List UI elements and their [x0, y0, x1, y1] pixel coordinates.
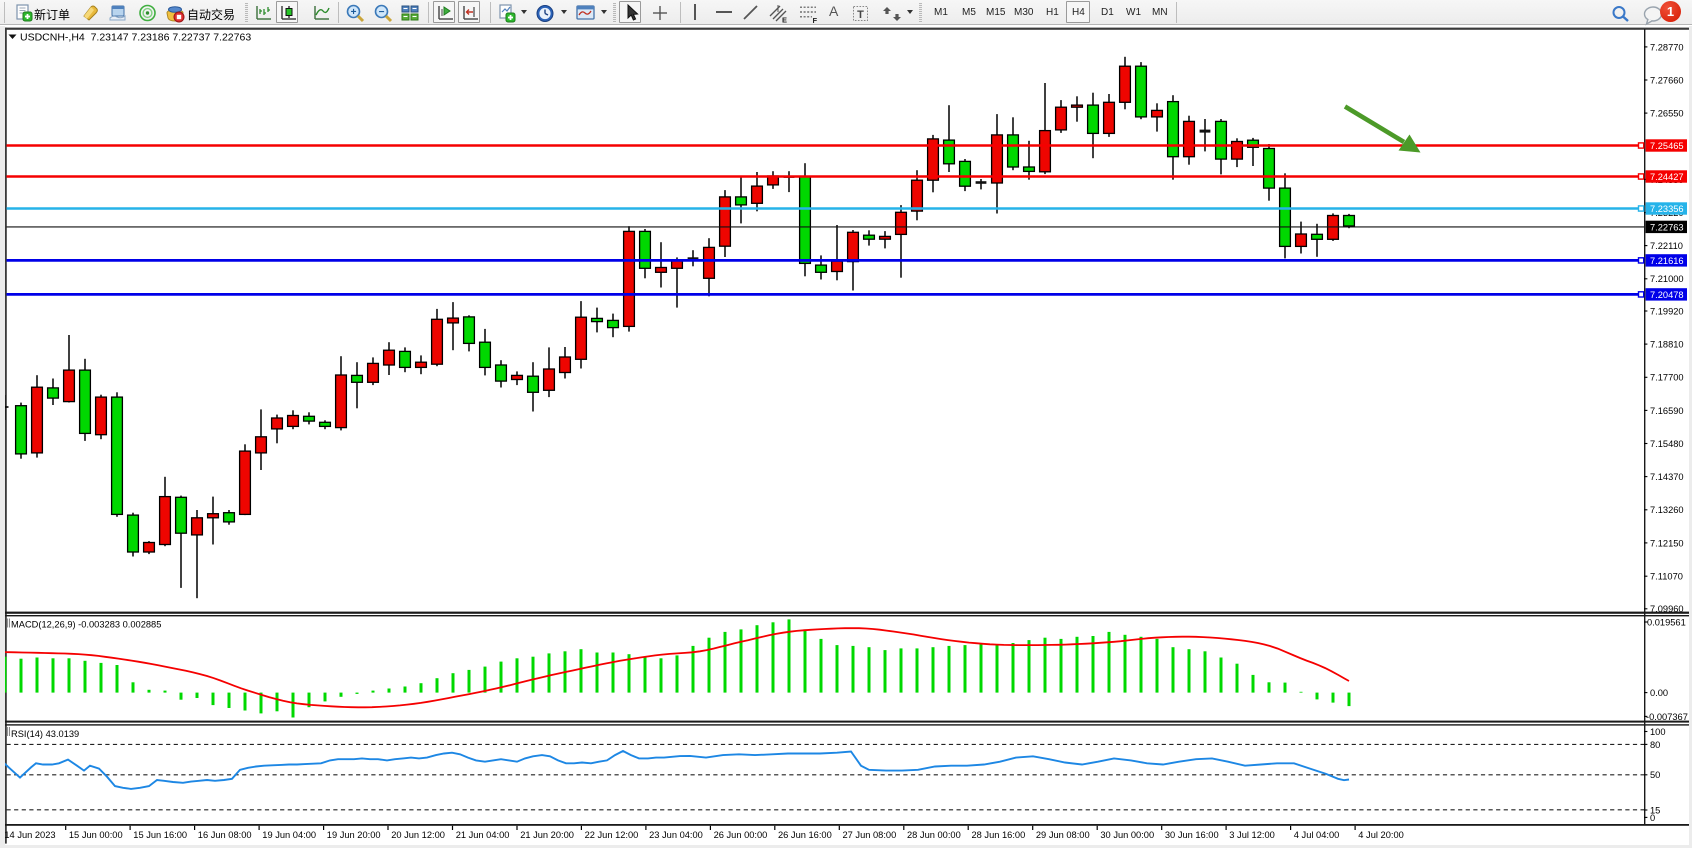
- svg-text:USDCNH-,H4 7.23147 7.23186 7.: USDCNH-,H4 7.23147 7.23186 7.22737 7.227…: [20, 31, 251, 43]
- svg-text:7.18810: 7.18810: [1650, 340, 1684, 350]
- svg-text:0.019561: 0.019561: [1647, 617, 1686, 627]
- svg-text:50: 50: [1650, 770, 1660, 780]
- svg-text:100: 100: [1650, 727, 1666, 737]
- svg-text:19 Jun 20:00: 19 Jun 20:00: [327, 830, 381, 840]
- svg-text:7.15480: 7.15480: [1650, 439, 1684, 449]
- svg-text:30 Jun 16:00: 30 Jun 16:00: [1165, 830, 1219, 840]
- svg-text:7.23356: 7.23356: [1650, 204, 1684, 214]
- svg-text:26 Jun 00:00: 26 Jun 00:00: [714, 830, 768, 840]
- svg-text:7.22763: 7.22763: [1650, 222, 1684, 232]
- svg-text:T: T: [857, 9, 864, 21]
- svg-text:RSI(14) 43.0139: RSI(14) 43.0139: [11, 729, 79, 739]
- svg-text:26 Jun 16:00: 26 Jun 16:00: [778, 830, 832, 840]
- svg-text:14 Jun 2023: 14 Jun 2023: [4, 830, 55, 840]
- svg-text:0.00: 0.00: [1650, 688, 1668, 698]
- svg-text:7.26550: 7.26550: [1650, 109, 1684, 119]
- svg-text:29 Jun 08:00: 29 Jun 08:00: [1036, 830, 1090, 840]
- svg-text:MACD(12,26,9) -0.003283 0.0028: MACD(12,26,9) -0.003283 0.002885: [11, 619, 161, 629]
- svg-text:15 Jun 16:00: 15 Jun 16:00: [133, 830, 187, 840]
- svg-text:0: 0: [1650, 813, 1655, 823]
- svg-text:21 Jun 20:00: 21 Jun 20:00: [520, 830, 574, 840]
- svg-text:4 Jul 04:00: 4 Jul 04:00: [1294, 830, 1340, 840]
- svg-text:7.19920: 7.19920: [1650, 306, 1684, 316]
- svg-text:7.24427: 7.24427: [1650, 172, 1684, 182]
- svg-text:7.09960: 7.09960: [1650, 604, 1684, 614]
- svg-text:27 Jun 08:00: 27 Jun 08:00: [843, 830, 897, 840]
- svg-text:7.28770: 7.28770: [1650, 42, 1684, 52]
- svg-text:7.13260: 7.13260: [1650, 505, 1684, 515]
- svg-text:7.12150: 7.12150: [1650, 538, 1684, 548]
- svg-text:7.22110: 7.22110: [1650, 241, 1683, 251]
- svg-text:80: 80: [1650, 740, 1660, 750]
- svg-text:4 Jul 20:00: 4 Jul 20:00: [1358, 830, 1404, 840]
- svg-text:19 Jun 04:00: 19 Jun 04:00: [262, 830, 316, 840]
- svg-text:16 Jun 08:00: 16 Jun 08:00: [198, 830, 252, 840]
- svg-text:7.21616: 7.21616: [1650, 256, 1684, 266]
- svg-text:15: 15: [1650, 805, 1660, 815]
- svg-text:30 Jun 00:00: 30 Jun 00:00: [1100, 830, 1154, 840]
- svg-text:21 Jun 04:00: 21 Jun 04:00: [456, 830, 510, 840]
- svg-text:28 Jun 16:00: 28 Jun 16:00: [972, 830, 1026, 840]
- svg-text:7.20478: 7.20478: [1650, 290, 1684, 300]
- svg-text:28 Jun 00:00: 28 Jun 00:00: [907, 830, 961, 840]
- svg-text:7.17700: 7.17700: [1650, 373, 1684, 383]
- svg-text:23 Jun 04:00: 23 Jun 04:00: [649, 830, 703, 840]
- svg-text:7.27660: 7.27660: [1650, 75, 1684, 85]
- svg-text:7.21000: 7.21000: [1650, 274, 1684, 284]
- svg-text:E: E: [782, 16, 787, 24]
- svg-text:−: −: [379, 7, 385, 18]
- svg-text:F: F: [813, 16, 818, 24]
- svg-text:7.14370: 7.14370: [1650, 472, 1684, 482]
- svg-text:22 Jun 12:00: 22 Jun 12:00: [585, 830, 639, 840]
- svg-text:-0.007367: -0.007367: [1646, 712, 1688, 722]
- svg-text:+: +: [351, 7, 357, 18]
- svg-text:20 Jun 12:00: 20 Jun 12:00: [391, 830, 445, 840]
- svg-text:3 Jul 12:00: 3 Jul 12:00: [1229, 830, 1275, 840]
- svg-text:7.16590: 7.16590: [1650, 406, 1684, 416]
- svg-text:15 Jun 00:00: 15 Jun 00:00: [69, 830, 123, 840]
- svg-text:7.11070: 7.11070: [1650, 572, 1683, 582]
- svg-text:7.25465: 7.25465: [1650, 141, 1684, 151]
